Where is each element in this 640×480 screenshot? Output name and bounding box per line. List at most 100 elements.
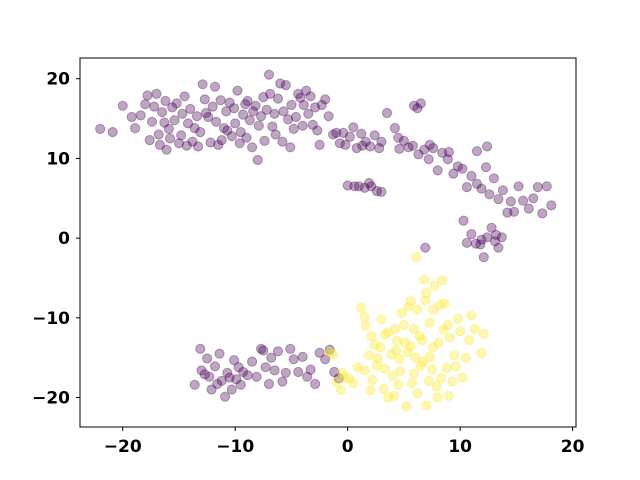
scatter-point-s0-127 <box>442 154 453 165</box>
scatter-point-s0-39 <box>205 137 216 148</box>
scatter-point-s0-42 <box>211 116 222 127</box>
scatter-point-s0-26 <box>179 91 190 102</box>
scatter-point-s0-205 <box>260 362 271 373</box>
scatter-point-s0-19 <box>164 133 176 144</box>
scatter-point-s0-31 <box>189 123 200 134</box>
scatter-point-s0-142 <box>508 206 520 217</box>
scatter-point-s1-85 <box>359 311 370 323</box>
scatter-point-s0-130 <box>457 163 468 174</box>
scatter-point-s0-13 <box>154 139 165 150</box>
scatter-point-s1-35 <box>429 280 440 291</box>
scatter-point-s1-84 <box>352 362 363 373</box>
scatter-point-s0-175 <box>394 143 405 154</box>
scatter-point-s1-44 <box>443 390 454 401</box>
scatter-point-s0-189 <box>214 348 225 359</box>
scatter-point-s0-204 <box>258 345 269 356</box>
scatter-point-s1-86 <box>410 352 421 363</box>
scatter-point-s0-35 <box>197 79 208 90</box>
scatter-point-s1-28 <box>452 313 463 324</box>
scatter-point-s0-220 <box>320 354 331 365</box>
scatter-point-s0-118 <box>412 103 423 114</box>
scatter-point-s0-182 <box>196 365 207 376</box>
scatter-point-s1-30 <box>466 310 477 321</box>
scatter-point-s1-58 <box>371 360 382 371</box>
scatter-point-s1-64 <box>424 351 435 362</box>
scatter-point-s0-148 <box>537 208 548 219</box>
scatter-point-s0-177 <box>443 146 454 158</box>
scatter-point-s1-88 <box>406 378 417 389</box>
scatter-point-s0-24 <box>176 130 187 141</box>
scatter-point-s1-56 <box>335 385 346 396</box>
scatter-point-s0-55 <box>235 127 246 138</box>
scatter-point-s0-67 <box>258 92 269 103</box>
scatter-point-s0-76 <box>275 78 286 89</box>
scatter-point-s0-98 <box>323 111 334 122</box>
scatter-point-s1-13 <box>402 347 413 358</box>
scatter-point-s0-187 <box>209 361 221 372</box>
x-axis: −20 −10 0 10 20 <box>104 427 585 457</box>
scatter-point-s0-58 <box>241 132 252 143</box>
scatter-point-s0-62 <box>248 106 259 117</box>
scatter-point-s0-45 <box>216 135 227 146</box>
scatter-point-s0-188 <box>212 378 223 390</box>
scatter-point-s0-28 <box>182 118 194 129</box>
scatter-point-s1-66 <box>442 319 453 331</box>
x-tick-label: −20 <box>104 437 142 457</box>
scatter-point-s0-122 <box>419 144 430 155</box>
scatter-point-s0-52 <box>230 118 241 129</box>
scatter-point-s0-63 <box>250 100 261 111</box>
scatter-point-s0-166 <box>349 181 360 192</box>
scatter-point-s0-196 <box>231 374 242 385</box>
scatter-point-s0-201 <box>247 356 258 367</box>
scatter-point-s0-105 <box>348 122 359 133</box>
scatter-point-s1-26 <box>444 332 456 343</box>
scatter-point-s0-167 <box>353 181 364 192</box>
scatter-point-s0-133 <box>471 178 483 189</box>
scatter-point-s0-120 <box>407 140 418 151</box>
scatter-point-s1-33 <box>478 328 489 339</box>
scatter-point-s1-27 <box>449 350 460 361</box>
scatter-point-s0-43 <box>213 139 224 150</box>
scatter-point-s0-36 <box>199 94 210 105</box>
scatter-point-s0-114 <box>393 132 404 143</box>
scatter-point-s0-73 <box>269 108 280 119</box>
scatter-point-s1-45 <box>412 388 423 399</box>
scatter-point-s0-88 <box>298 99 309 111</box>
scatter-point-s1-37 <box>411 252 422 263</box>
scatter-point-s1-43 <box>432 392 443 403</box>
scatter-point-s0-81 <box>285 142 296 153</box>
scatter-point-s0-10 <box>149 101 160 112</box>
scatter-point-s1-73 <box>387 370 398 382</box>
scatter-point-s0-61 <box>247 142 258 153</box>
scatter-point-s0-194 <box>226 384 237 395</box>
scatter-point-s0-208 <box>269 365 280 376</box>
scatter-point-s1-0 <box>356 302 367 313</box>
scatter-point-s1-49 <box>365 385 376 396</box>
scatter-point-s0-191 <box>220 391 231 402</box>
scatter-point-s0-132 <box>466 170 477 182</box>
scatter-point-s0-20 <box>167 102 178 113</box>
scatter-point-s0-97 <box>320 94 331 105</box>
scatter-point-s0-168 <box>359 182 370 193</box>
scatter-point-s0-169 <box>366 181 377 192</box>
scatter-point-s0-30 <box>187 136 198 147</box>
scatter-point-s0-80 <box>283 114 294 125</box>
scatter-point-s0-75 <box>272 93 284 104</box>
scatter-point-s0-11 <box>151 88 162 100</box>
scatter-point-s1-31 <box>469 323 480 335</box>
scatter-point-s1-5 <box>376 314 387 325</box>
scatter-point-s1-3 <box>369 339 380 350</box>
scatter-point-s0-44 <box>215 95 226 106</box>
scatter-point-s0-202 <box>251 371 262 382</box>
scatter-point-s0-93 <box>310 102 321 113</box>
scatter-point-s0-95 <box>314 139 325 150</box>
scatter-point-s0-115 <box>398 135 409 146</box>
scatter-point-s0-6 <box>140 99 151 110</box>
scatter-point-s1-67 <box>447 376 458 387</box>
scatter-point-s1-11 <box>395 366 406 377</box>
x-tick-label: 0 <box>342 437 354 457</box>
scatter-point-s0-165 <box>342 180 353 191</box>
scatter-point-s0-140 <box>502 207 513 218</box>
scatter-point-s1-46 <box>401 401 412 412</box>
scatter-point-s0-17 <box>161 144 172 155</box>
